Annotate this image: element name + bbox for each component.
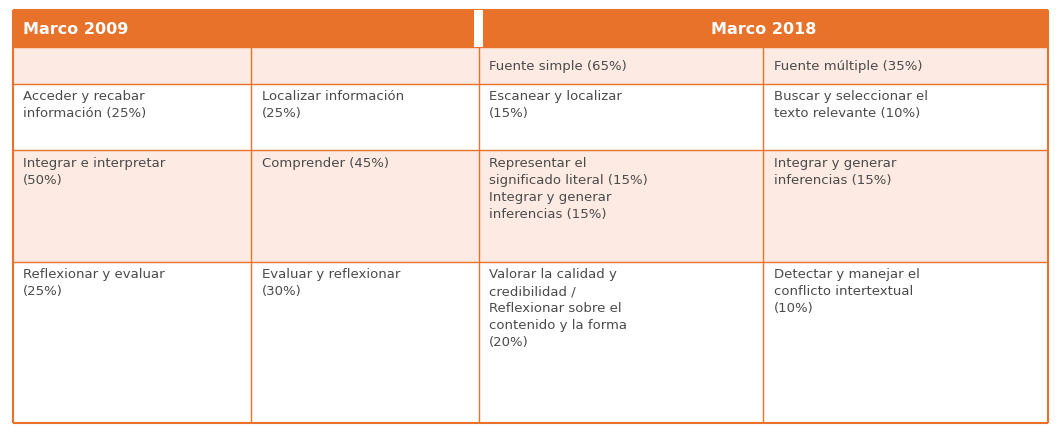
Text: Integrar e interpretar
(50%): Integrar e interpretar (50%) (23, 156, 166, 186)
Text: Detectar y manejar el
conflicto intertextual
(10%): Detectar y manejar el conflicto intertex… (775, 267, 920, 315)
Text: Comprender (45%): Comprender (45%) (261, 156, 388, 169)
Bar (479, 85, 764, 151)
Text: Fuente simple (65%): Fuente simple (65%) (489, 60, 627, 73)
Bar (13, 151, 250, 262)
Text: Escanear y localizar
(15%): Escanear y localizar (15%) (489, 90, 622, 120)
Bar (250, 151, 479, 262)
Text: Marco 2018: Marco 2018 (711, 22, 816, 37)
Bar (13, 11, 479, 48)
Text: Localizar información
(25%): Localizar información (25%) (261, 90, 403, 120)
Text: Marco 2009: Marco 2009 (23, 22, 128, 37)
Text: Evaluar y reflexionar
(30%): Evaluar y reflexionar (30%) (261, 267, 400, 297)
Bar (250, 262, 479, 423)
Bar (250, 48, 479, 85)
Text: Buscar y seleccionar el
texto relevante (10%): Buscar y seleccionar el texto relevante … (775, 90, 928, 120)
Bar (479, 48, 764, 85)
Text: Acceder y recabar
información (25%): Acceder y recabar información (25%) (23, 90, 146, 120)
Bar (13, 85, 250, 151)
Text: Integrar y generar
inferencias (15%): Integrar y generar inferencias (15%) (775, 156, 897, 186)
Text: Fuente múltiple (35%): Fuente múltiple (35%) (775, 60, 923, 73)
Bar (479, 262, 764, 423)
Bar (479, 151, 764, 262)
Text: Valorar la calidad y
credibilidad /
Reflexionar sobre el
contenido y la forma
(2: Valorar la calidad y credibilidad / Refl… (489, 267, 627, 349)
Text: Representar el
significado literal (15%)
Integrar y generar
inferencias (15%): Representar el significado literal (15%)… (489, 156, 648, 220)
Bar (479, 11, 1048, 48)
Bar (764, 48, 1048, 85)
Bar (250, 85, 479, 151)
Bar (764, 262, 1048, 423)
Bar (474, 11, 483, 48)
Bar (13, 48, 250, 85)
Bar (764, 85, 1048, 151)
Bar (13, 262, 250, 423)
Bar (764, 151, 1048, 262)
Bar (475, 11, 482, 48)
Text: Reflexionar y evaluar
(25%): Reflexionar y evaluar (25%) (23, 267, 164, 297)
